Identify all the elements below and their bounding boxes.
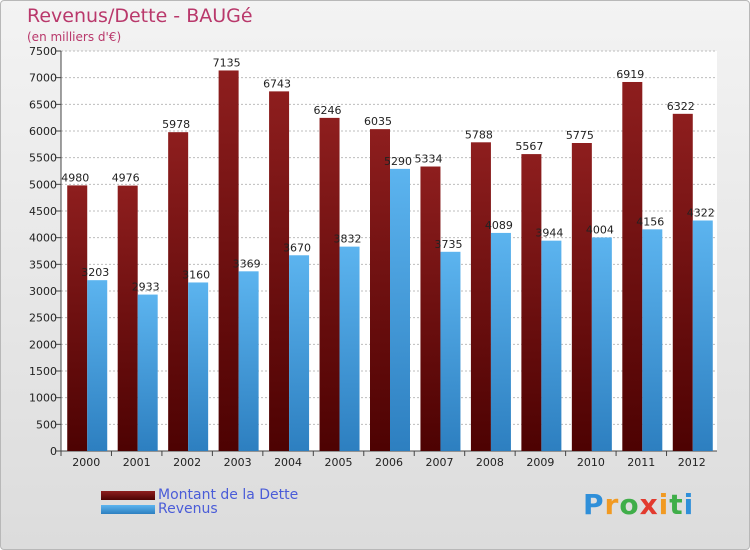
y-tick-label: 5500 [29,152,57,165]
x-tick-label: 2002 [173,456,201,469]
bar-debt [521,154,542,452]
bar-revenue [591,237,612,451]
data-label-revenue: 4156 [636,215,664,228]
legend-swatch-debt [101,490,155,500]
legend-label-revenue: Revenus [158,501,218,517]
x-tick-label: 2001 [123,456,151,469]
legend-item-debt: Montant de la Dette [101,487,298,503]
bar-revenue [490,232,511,451]
bar-debt [67,185,88,451]
y-tick-label: 5000 [29,178,57,191]
y-tick-label: 6500 [29,98,57,111]
y-tick-label: 4000 [29,232,57,245]
data-label-debt: 5788 [465,128,493,141]
data-label-debt: 7135 [213,56,241,69]
data-label-revenue: 3160 [182,268,210,281]
data-label-revenue: 4322 [687,206,715,219]
y-tick-label: 4500 [29,205,57,218]
y-tick-label: 7000 [29,72,57,85]
x-tick-label: 2010 [577,456,605,469]
bar-debt [319,117,340,451]
bar-debt [672,113,693,452]
bar-debt [218,70,239,451]
x-tick-label: 2000 [72,456,100,469]
bar-revenue [642,229,663,451]
bar-debt [571,143,592,451]
bar-debt [622,81,643,451]
bar-debt [420,166,441,451]
bar-debt [269,91,290,451]
bar-revenue [440,251,461,451]
y-tick-label: 7500 [29,45,57,58]
bar-revenue [692,220,713,451]
x-tick-label: 2005 [325,456,353,469]
data-label-debt: 6035 [364,115,392,128]
data-label-debt: 4976 [112,172,140,185]
y-tick-label: 0 [50,445,57,458]
data-label-debt: 6919 [616,68,644,81]
data-label-revenue: 3832 [334,233,362,246]
y-tick-label: 500 [36,418,57,431]
data-label-debt: 4980 [61,171,89,184]
bar-revenue [541,240,562,451]
data-label-debt: 6246 [314,104,342,117]
chart-subtitle: (en milliers d'€) [27,30,122,44]
bar-revenue [188,282,209,451]
data-label-debt: 5978 [162,118,190,131]
data-label-debt: 6322 [667,100,695,113]
bar-revenue [339,246,360,451]
legend-item-revenue: Revenus [101,501,218,517]
legend-swatch-revenue [101,504,155,514]
y-tick-label: 3500 [29,258,57,271]
x-tick-label: 2011 [627,456,655,469]
data-label-revenue: 4004 [586,223,614,236]
bar-revenue [390,168,410,451]
data-label-revenue: 3369 [233,257,261,270]
y-tick-label: 2000 [29,338,57,351]
y-tick-label: 6000 [29,125,57,138]
plot-area: 0 500 1000 1500 2000 2500 3000 3500 4000 4500 5000… [29,45,717,469]
bar-revenue [87,280,108,451]
x-tick-label: 2004 [274,456,302,469]
data-label-debt: 5567 [515,140,543,153]
data-label-debt: 6743 [263,77,291,90]
proxiti-logo: Proxiti [583,488,695,521]
bar-debt [370,129,390,451]
x-tick-label: 2006 [375,456,403,469]
data-label-revenue: 5290 [384,155,412,168]
y-tick-label: 3000 [29,285,57,298]
data-label-revenue: 3203 [81,266,109,279]
data-label-revenue: 3670 [283,241,311,254]
bar-revenue [137,294,158,451]
bar-revenue [238,271,259,451]
y-tick-label: 1000 [29,392,57,405]
data-label-revenue: 2933 [132,281,160,294]
x-tick-label: 2012 [678,456,706,469]
y-tick-label: 2500 [29,312,57,325]
data-label-debt: 5334 [414,153,442,166]
data-label-revenue: 3944 [535,227,563,240]
y-tick-label: 1500 [29,365,57,378]
bar-debt [470,142,491,451]
bar-revenue [289,255,310,451]
legend-label-debt: Montant de la Dette [158,487,299,503]
data-label-revenue: 3735 [434,238,462,251]
chart-title: Revenus/Dette - BAUGé [27,5,253,27]
bar-debt [117,185,138,451]
data-label-revenue: 4089 [485,219,513,232]
x-tick-label: 2003 [224,456,252,469]
bar-debt [168,132,189,451]
data-label-debt: 5775 [566,129,594,142]
x-tick-label: 2009 [526,456,554,469]
x-tick-label: 2007 [425,456,453,469]
x-tick-label: 2008 [476,456,504,469]
